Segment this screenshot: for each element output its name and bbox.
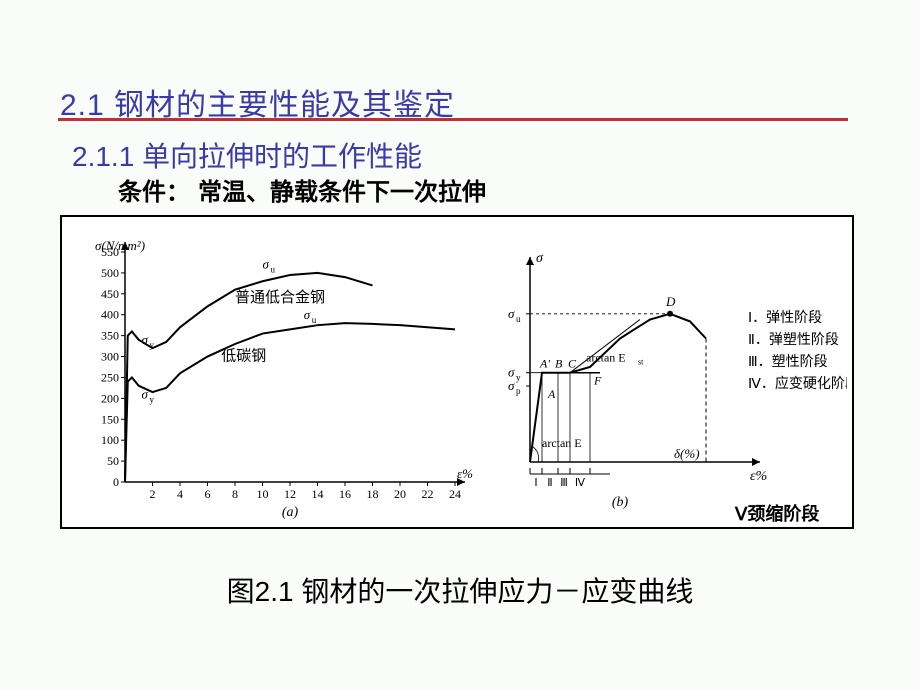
svg-text:100: 100 bbox=[101, 433, 119, 447]
svg-text:22: 22 bbox=[422, 487, 434, 501]
svg-text:u: u bbox=[312, 315, 317, 325]
svg-text:6: 6 bbox=[205, 487, 211, 501]
svg-text:u: u bbox=[271, 265, 276, 275]
svg-text:400: 400 bbox=[101, 308, 119, 322]
svg-text:Ⅱ: Ⅱ bbox=[547, 477, 552, 489]
svg-text:ε%: ε% bbox=[750, 469, 767, 484]
svg-text:350: 350 bbox=[101, 329, 119, 343]
svg-text:arctan E: arctan E bbox=[542, 436, 582, 450]
svg-text:24: 24 bbox=[449, 487, 461, 501]
svg-text:2: 2 bbox=[150, 487, 156, 501]
svg-text:C: C bbox=[568, 357, 577, 371]
svg-text:4: 4 bbox=[177, 487, 183, 501]
svg-text:Ⅲ: Ⅲ bbox=[560, 477, 568, 489]
stage-5-label: Ⅴ颈缩阶段 bbox=[735, 500, 819, 526]
svg-text:st: st bbox=[638, 357, 644, 366]
svg-text:F: F bbox=[593, 374, 602, 388]
figure-caption: 图2.1 钢材的一次拉伸应力－应变曲线 bbox=[0, 570, 920, 610]
svg-text:A': A' bbox=[539, 357, 550, 371]
svg-text:450: 450 bbox=[101, 287, 119, 301]
figure-box: 0501001502002503003504004505005502468101… bbox=[60, 215, 854, 529]
svg-text:p: p bbox=[516, 386, 521, 396]
svg-text:8: 8 bbox=[232, 487, 238, 501]
svg-text:y: y bbox=[150, 394, 155, 404]
chart-a: 0501001502002503003504004505005502468101… bbox=[67, 222, 487, 522]
svg-text:σ: σ bbox=[304, 307, 311, 322]
svg-text:σ: σ bbox=[263, 257, 270, 272]
svg-text:y: y bbox=[150, 340, 155, 350]
svg-text:18: 18 bbox=[367, 487, 379, 501]
svg-text:(a): (a) bbox=[282, 505, 299, 520]
svg-text:σ(N/mm²): σ(N/mm²) bbox=[95, 238, 145, 253]
svg-text:δ(%): δ(%) bbox=[674, 446, 700, 461]
svg-text:σ: σ bbox=[508, 378, 515, 393]
svg-text:20: 20 bbox=[394, 487, 406, 501]
svg-text:14: 14 bbox=[312, 487, 324, 501]
slide: 2.1 钢材的主要性能及其鉴定 2.1.1 单向拉伸时的工作性能 条件： 常温、… bbox=[0, 0, 920, 690]
svg-text:σ: σ bbox=[142, 332, 149, 347]
svg-text:σ: σ bbox=[508, 306, 515, 321]
svg-text:普通低合金钢: 普通低合金钢 bbox=[235, 289, 325, 306]
svg-text:50: 50 bbox=[107, 454, 119, 468]
svg-text:D: D bbox=[665, 294, 676, 309]
svg-text:Ⅳ．应变硬化阶段: Ⅳ．应变硬化阶段 bbox=[748, 375, 847, 392]
svg-text:Ⅲ．塑性阶段: Ⅲ．塑性阶段 bbox=[748, 354, 828, 370]
svg-text:150: 150 bbox=[101, 412, 119, 426]
svg-text:σ: σ bbox=[536, 251, 544, 266]
svg-text:Ⅱ．弹塑性阶段: Ⅱ．弹塑性阶段 bbox=[748, 332, 839, 348]
svg-text:500: 500 bbox=[101, 266, 119, 280]
chart-b: σε%σuσyσpA'ABCDFarctan Estarctan Eδ(%)ⅠⅡ… bbox=[492, 222, 847, 522]
svg-text:σ: σ bbox=[142, 386, 149, 401]
svg-text:arctan E: arctan E bbox=[586, 350, 626, 364]
subsection-heading: 2.1.1 单向拉伸时的工作性能 bbox=[72, 135, 422, 175]
condition-text: 常温、静载条件下一次拉伸 bbox=[198, 172, 486, 207]
svg-text:B: B bbox=[555, 357, 563, 371]
svg-text:Ⅳ: Ⅳ bbox=[575, 477, 586, 489]
svg-text:0: 0 bbox=[113, 475, 119, 489]
svg-text:10: 10 bbox=[257, 487, 269, 501]
svg-text:u: u bbox=[516, 314, 521, 324]
svg-text:Ⅰ: Ⅰ bbox=[534, 477, 537, 489]
svg-text:低碳钢: 低碳钢 bbox=[221, 348, 266, 365]
heading-underline bbox=[58, 118, 848, 121]
svg-text:(b): (b) bbox=[612, 495, 629, 510]
svg-text:200: 200 bbox=[101, 391, 119, 405]
svg-text:16: 16 bbox=[339, 487, 351, 501]
svg-text:Ⅰ．弹性阶段: Ⅰ．弹性阶段 bbox=[748, 310, 822, 326]
svg-text:250: 250 bbox=[101, 370, 119, 384]
svg-text:300: 300 bbox=[101, 350, 119, 364]
condition-label: 条件： bbox=[118, 172, 190, 207]
svg-text:12: 12 bbox=[284, 487, 296, 501]
svg-text:y: y bbox=[516, 373, 521, 383]
svg-text:ε%: ε% bbox=[457, 466, 473, 481]
svg-text:A: A bbox=[547, 387, 556, 401]
